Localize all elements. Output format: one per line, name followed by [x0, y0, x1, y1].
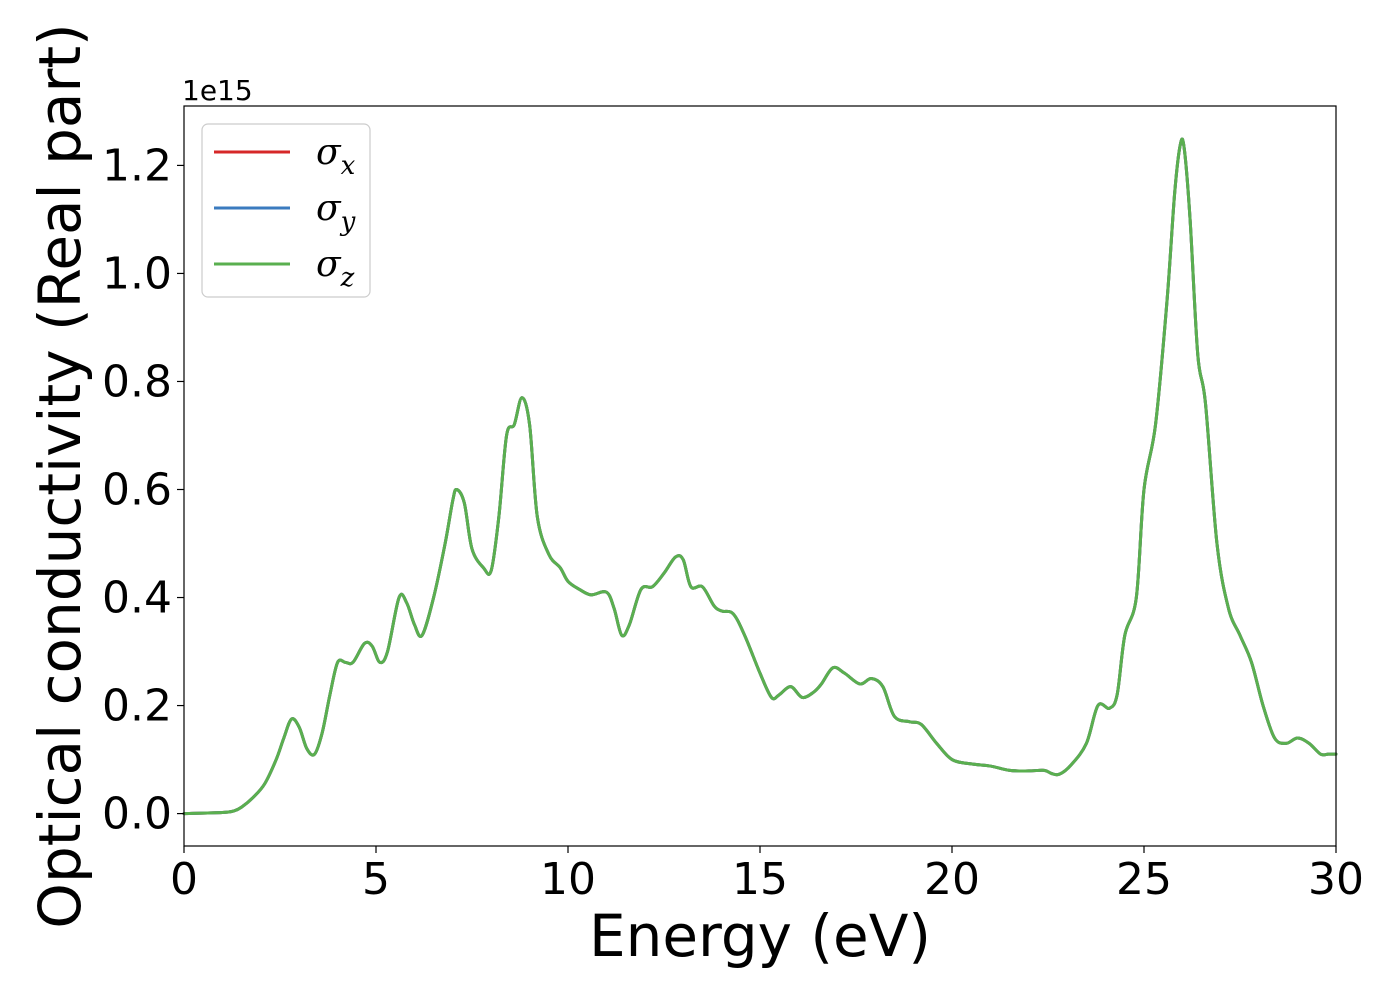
y-tick-label: 1.0 — [102, 248, 172, 299]
y-axis-ticks: 0.0 0.2 0.4 0.6 0.8 1.0 1.2 — [102, 140, 184, 840]
x-tick-label: 20 — [924, 854, 980, 905]
x-tick-label: 30 — [1308, 854, 1364, 905]
series-line-z — [182, 137, 1338, 816]
y-tick-label: 1.2 — [102, 140, 172, 191]
legend-label-y: σy — [316, 188, 356, 237]
x-axis-ticks: 0 5 10 15 20 25 30 — [170, 846, 1364, 905]
legend: σx σy σz — [201, 123, 371, 298]
y-tick-label: 0.2 — [102, 681, 172, 732]
x-tick-label: 5 — [362, 854, 390, 905]
y-offset-label: 1e15 — [182, 74, 253, 107]
y-tick-label: 0.0 — [102, 789, 172, 840]
legend-label-z: σz — [316, 244, 355, 293]
y-tick-label: 0.6 — [102, 465, 172, 516]
legend-label-x: σx — [316, 132, 356, 181]
y-tick-label: 0.4 — [102, 573, 172, 624]
x-tick-label: 0 — [170, 854, 198, 905]
x-tick-label: 25 — [1116, 854, 1172, 905]
legend-frame — [201, 123, 371, 298]
x-axis-title: Energy (eV) — [589, 902, 931, 970]
y-axis-title: Optical conductivity (Real part) — [26, 23, 94, 928]
x-tick-label: 15 — [732, 854, 788, 905]
x-tick-label: 10 — [540, 854, 596, 905]
series-layer — [182, 137, 1338, 816]
y-tick-label: 0.8 — [102, 356, 172, 407]
